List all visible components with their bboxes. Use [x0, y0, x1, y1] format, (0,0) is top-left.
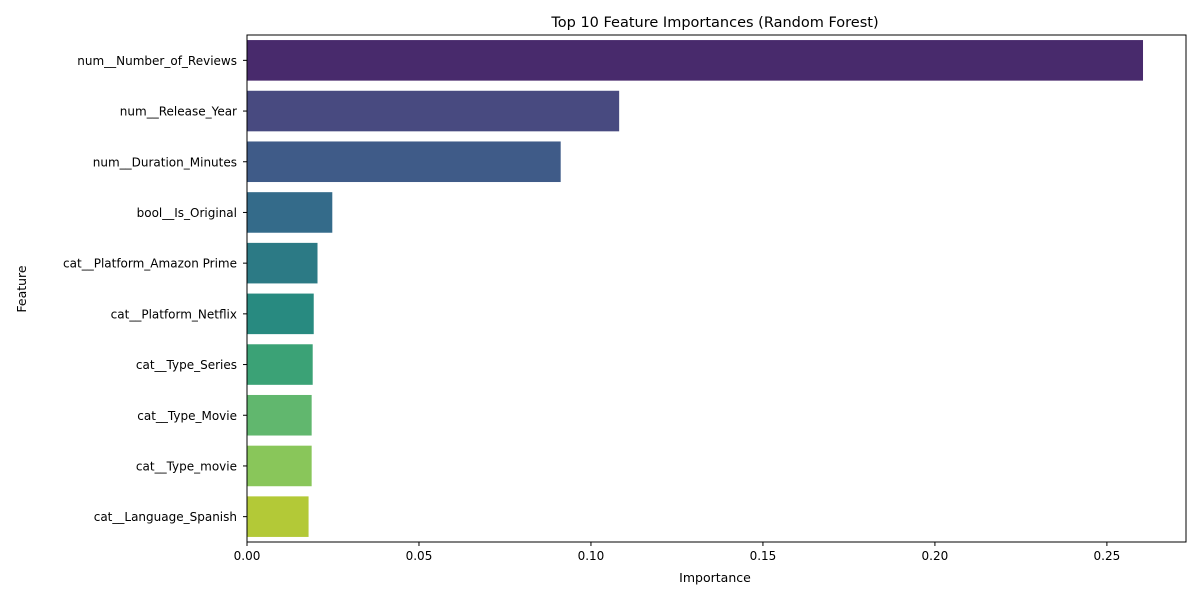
bar	[247, 192, 333, 233]
x-tick-label: 0.25	[1094, 549, 1121, 563]
y-tick-label: bool__Is_Original	[137, 206, 237, 220]
x-axis-label: Importance	[679, 570, 751, 585]
x-tick-label: 0.10	[578, 549, 605, 563]
bar	[247, 445, 312, 487]
x-tick-label: 0.00	[234, 549, 261, 563]
bar	[247, 496, 309, 537]
x-tick-label: 0.20	[922, 549, 949, 563]
y-axis-label: Feature	[14, 265, 29, 313]
plot-frame	[246, 34, 1187, 543]
bar	[247, 90, 620, 132]
y-tick-label: cat__Type_Movie	[137, 409, 237, 423]
y-tick-label: cat__Language_Spanish	[94, 510, 237, 524]
bar	[247, 344, 313, 385]
y-tick-label: cat__Platform_Netflix	[111, 307, 237, 321]
y-tick-label: cat__Type_movie	[136, 459, 237, 473]
bar	[247, 293, 314, 335]
y-tick-label: num__Release_Year	[120, 105, 237, 119]
y-tick-label: num__Number_of_Reviews	[77, 54, 237, 68]
chart-title: Top 10 Feature Importances (Random Fores…	[550, 15, 878, 31]
bar	[247, 40, 1144, 81]
bar	[247, 394, 312, 436]
y-tick-label: cat__Platform_Amazon Prime	[63, 257, 237, 271]
bar	[247, 141, 561, 183]
x-tick-label: 0.15	[750, 549, 777, 563]
y-tick-label: num__Duration_Minutes	[93, 155, 237, 169]
x-tick-label: 0.05	[406, 549, 433, 563]
y-tick-label: cat__Type_Series	[136, 358, 237, 372]
bar	[247, 242, 318, 284]
